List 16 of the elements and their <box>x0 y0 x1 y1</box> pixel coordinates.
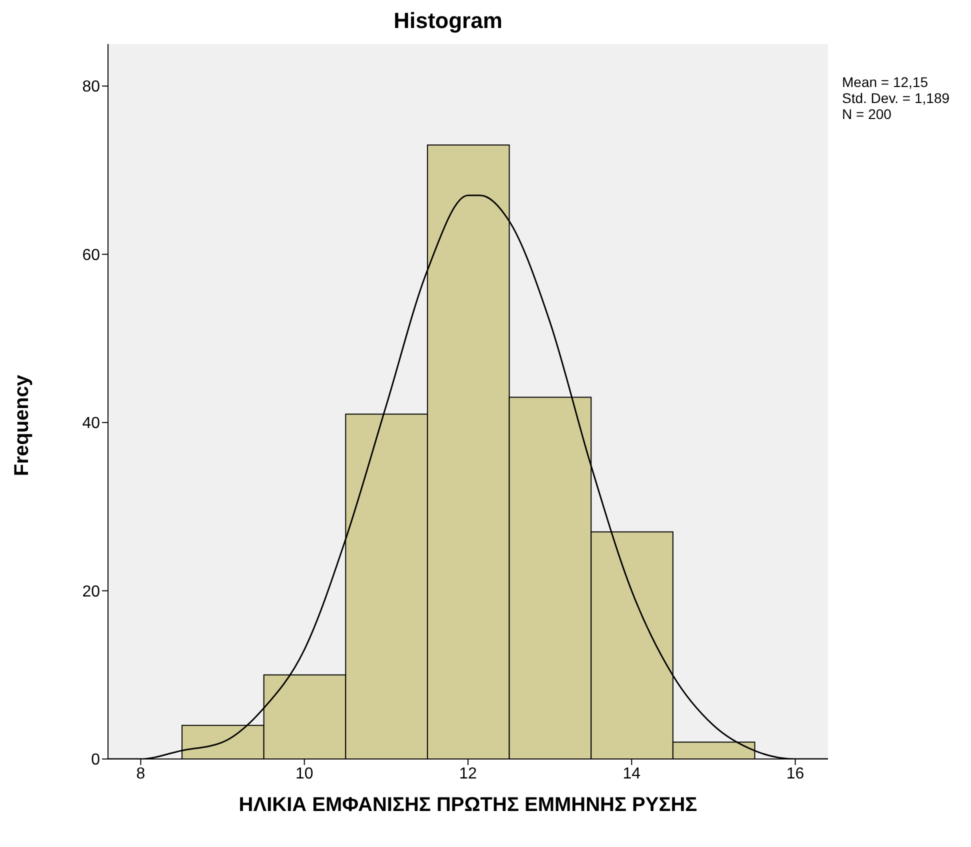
x-tick-label: 8 <box>136 765 146 782</box>
x-tick-label: 14 <box>622 765 641 782</box>
y-tick-label: 80 <box>82 78 100 96</box>
text: N = 200 <box>842 106 892 122</box>
text: Mean = 12,15 <box>842 74 930 90</box>
y-axis-title: Frequency <box>12 374 34 476</box>
y-tick-label: 60 <box>82 246 100 264</box>
x-tick-label: 10 <box>295 765 314 782</box>
x-axis-title: ΗΛΙΚΙΑ ΕΜΦΑΝΙΣΗΣ ΠΡΩΤΗΣ ΕΜΜΗΝΗΣ ΡΥΣΗΣ <box>238 794 698 817</box>
chart-title: Histogram <box>392 8 504 34</box>
y-tick-label: 0 <box>91 752 100 769</box>
y-tick-label: 40 <box>82 415 100 432</box>
text: Std. Dev. = 1,189 <box>842 90 950 106</box>
y-tick-label: 20 <box>82 583 100 600</box>
x-tick-label: 12 <box>459 765 477 782</box>
x-tick-label: 16 <box>786 765 804 782</box>
